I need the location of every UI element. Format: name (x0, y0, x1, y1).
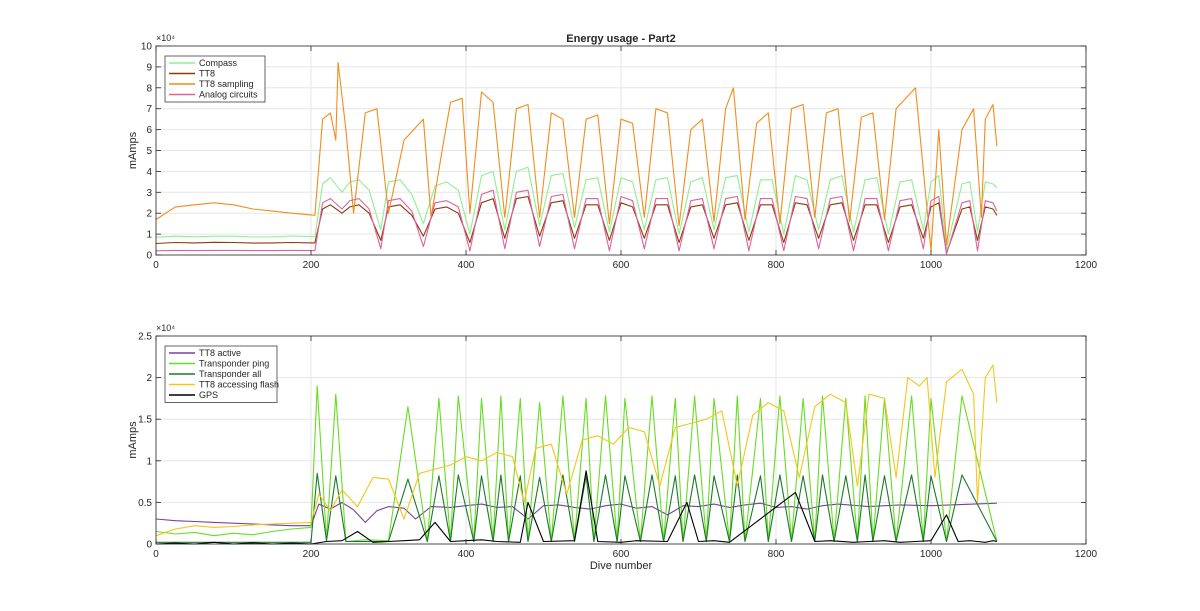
y-tick-label: 4 (146, 167, 152, 178)
y-tick-label: 9 (146, 62, 152, 73)
y-tick-label: 7 (146, 104, 152, 115)
series-line-transponder-ping (155, 385, 998, 543)
legend-entry: Analog circuits (199, 90, 258, 100)
x-tick-label: 200 (303, 260, 320, 271)
series-line-analog-circuits (155, 189, 998, 255)
y-tick-label: 5 (146, 146, 152, 157)
y-tick-label: 2 (146, 373, 152, 384)
x-tick-label: 200 (303, 549, 320, 560)
legend-entry: TT8 (199, 69, 215, 79)
y-tick-label: 2 (146, 209, 152, 220)
y-tick-label: 3 (146, 188, 152, 199)
legend-entry: TT8 sampling (199, 79, 254, 89)
x-tick-label: 0 (153, 260, 159, 271)
chart-title: Energy usage - Part2 (566, 33, 675, 45)
y-tick-label: 2.5 (138, 332, 152, 343)
y-tick-label: 8 (146, 83, 152, 94)
y-tick-label: 10 (141, 42, 153, 53)
legend-entry: Transponder ping (199, 359, 269, 369)
axes-transponder-gps: 0 200 400 600 800 1000 1200 0 0.5 1 1.5 2 2.5 ×10⁴ mAm… (127, 323, 1098, 572)
series-line-transponder-all (156, 472, 998, 543)
x-tick-label: 800 (768, 260, 785, 271)
y-tick-label: 1 (146, 230, 152, 241)
y-tick-label: 0 (146, 540, 152, 551)
y-tick-label: 1 (146, 456, 152, 467)
y-axis-label: mAmps (127, 131, 139, 169)
series-line-gps (155, 470, 998, 545)
legend-entry: TT8 accessing flash (199, 380, 279, 390)
y-exponent-label: ×10⁴ (156, 323, 175, 333)
x-tick-label: 1000 (920, 260, 943, 271)
x-axis-label: Dive number (590, 560, 653, 572)
x-tick-label: 800 (768, 549, 785, 560)
series-line-compass (155, 166, 998, 250)
legend-entry: Compass (199, 58, 238, 68)
y-tick-label: 6 (146, 125, 152, 136)
x-tick-label: 600 (613, 260, 630, 271)
x-tick-label: 0 (153, 549, 159, 560)
x-tick-label: 400 (458, 549, 475, 560)
series-line-tt8-sampling (155, 62, 998, 252)
legend-entry: TT8 active (199, 348, 241, 358)
y-axis-label: mAmps (127, 421, 139, 459)
x-tick-label: 400 (458, 260, 475, 271)
y-tick-label: 1.5 (138, 415, 152, 426)
x-tick-label: 1200 (1075, 549, 1098, 560)
y-tick-label: 0.5 (138, 498, 152, 509)
x-tick-label: 1000 (920, 549, 943, 560)
x-tick-label: 600 (613, 549, 630, 560)
legend-entry: GPS (199, 390, 218, 400)
axes-energy-part2: 0 200 400 600 800 1000 1200 0 1 2 3 4 5 6 7 8 9 10×10⁴ Ene… (127, 33, 1098, 271)
y-exponent-label: ×10⁴ (156, 33, 175, 43)
legend-entry: Transponder all (199, 369, 261, 379)
x-tick-label: 1200 (1075, 260, 1098, 271)
y-tick-label: 0 (146, 251, 152, 262)
series-line-tt8-accessing-flash (155, 364, 998, 537)
